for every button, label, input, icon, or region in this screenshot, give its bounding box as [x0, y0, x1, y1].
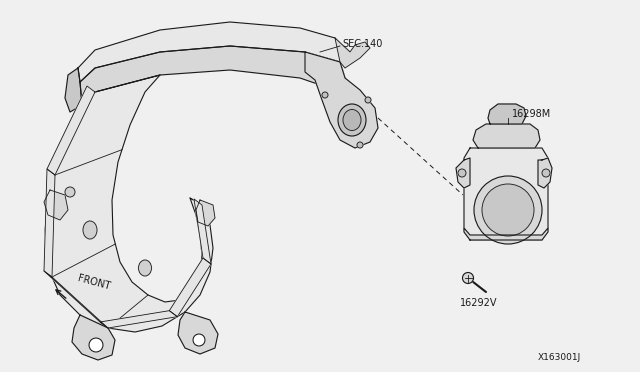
Circle shape	[322, 92, 328, 98]
Circle shape	[463, 273, 474, 283]
Circle shape	[365, 97, 371, 103]
Polygon shape	[72, 315, 115, 360]
Ellipse shape	[343, 109, 361, 131]
Ellipse shape	[138, 260, 152, 276]
Text: 16292V: 16292V	[460, 298, 497, 308]
Circle shape	[89, 338, 103, 352]
Polygon shape	[538, 158, 552, 188]
Text: 16298M: 16298M	[512, 109, 551, 119]
Polygon shape	[305, 52, 378, 148]
Circle shape	[65, 187, 75, 197]
Polygon shape	[464, 148, 548, 240]
Circle shape	[458, 169, 466, 177]
Polygon shape	[45, 75, 213, 332]
Polygon shape	[170, 258, 211, 317]
Ellipse shape	[83, 221, 97, 239]
Polygon shape	[47, 86, 95, 175]
Polygon shape	[80, 46, 345, 105]
Polygon shape	[473, 124, 540, 148]
Circle shape	[193, 334, 205, 346]
Polygon shape	[335, 38, 370, 68]
Polygon shape	[44, 169, 55, 277]
Polygon shape	[194, 199, 211, 264]
Text: FRONT: FRONT	[76, 274, 111, 292]
Circle shape	[357, 142, 363, 148]
Ellipse shape	[482, 184, 534, 236]
Polygon shape	[78, 22, 350, 82]
Polygon shape	[196, 200, 215, 226]
Polygon shape	[488, 104, 526, 124]
Text: SEC.140: SEC.140	[342, 39, 382, 49]
Polygon shape	[178, 312, 218, 354]
Text: X163001J: X163001J	[538, 353, 581, 362]
Polygon shape	[464, 228, 548, 240]
Circle shape	[542, 169, 550, 177]
Polygon shape	[100, 311, 177, 328]
Polygon shape	[44, 190, 68, 220]
Ellipse shape	[338, 104, 366, 136]
Polygon shape	[65, 68, 82, 112]
Ellipse shape	[474, 176, 542, 244]
Polygon shape	[456, 158, 470, 188]
Polygon shape	[44, 271, 108, 328]
